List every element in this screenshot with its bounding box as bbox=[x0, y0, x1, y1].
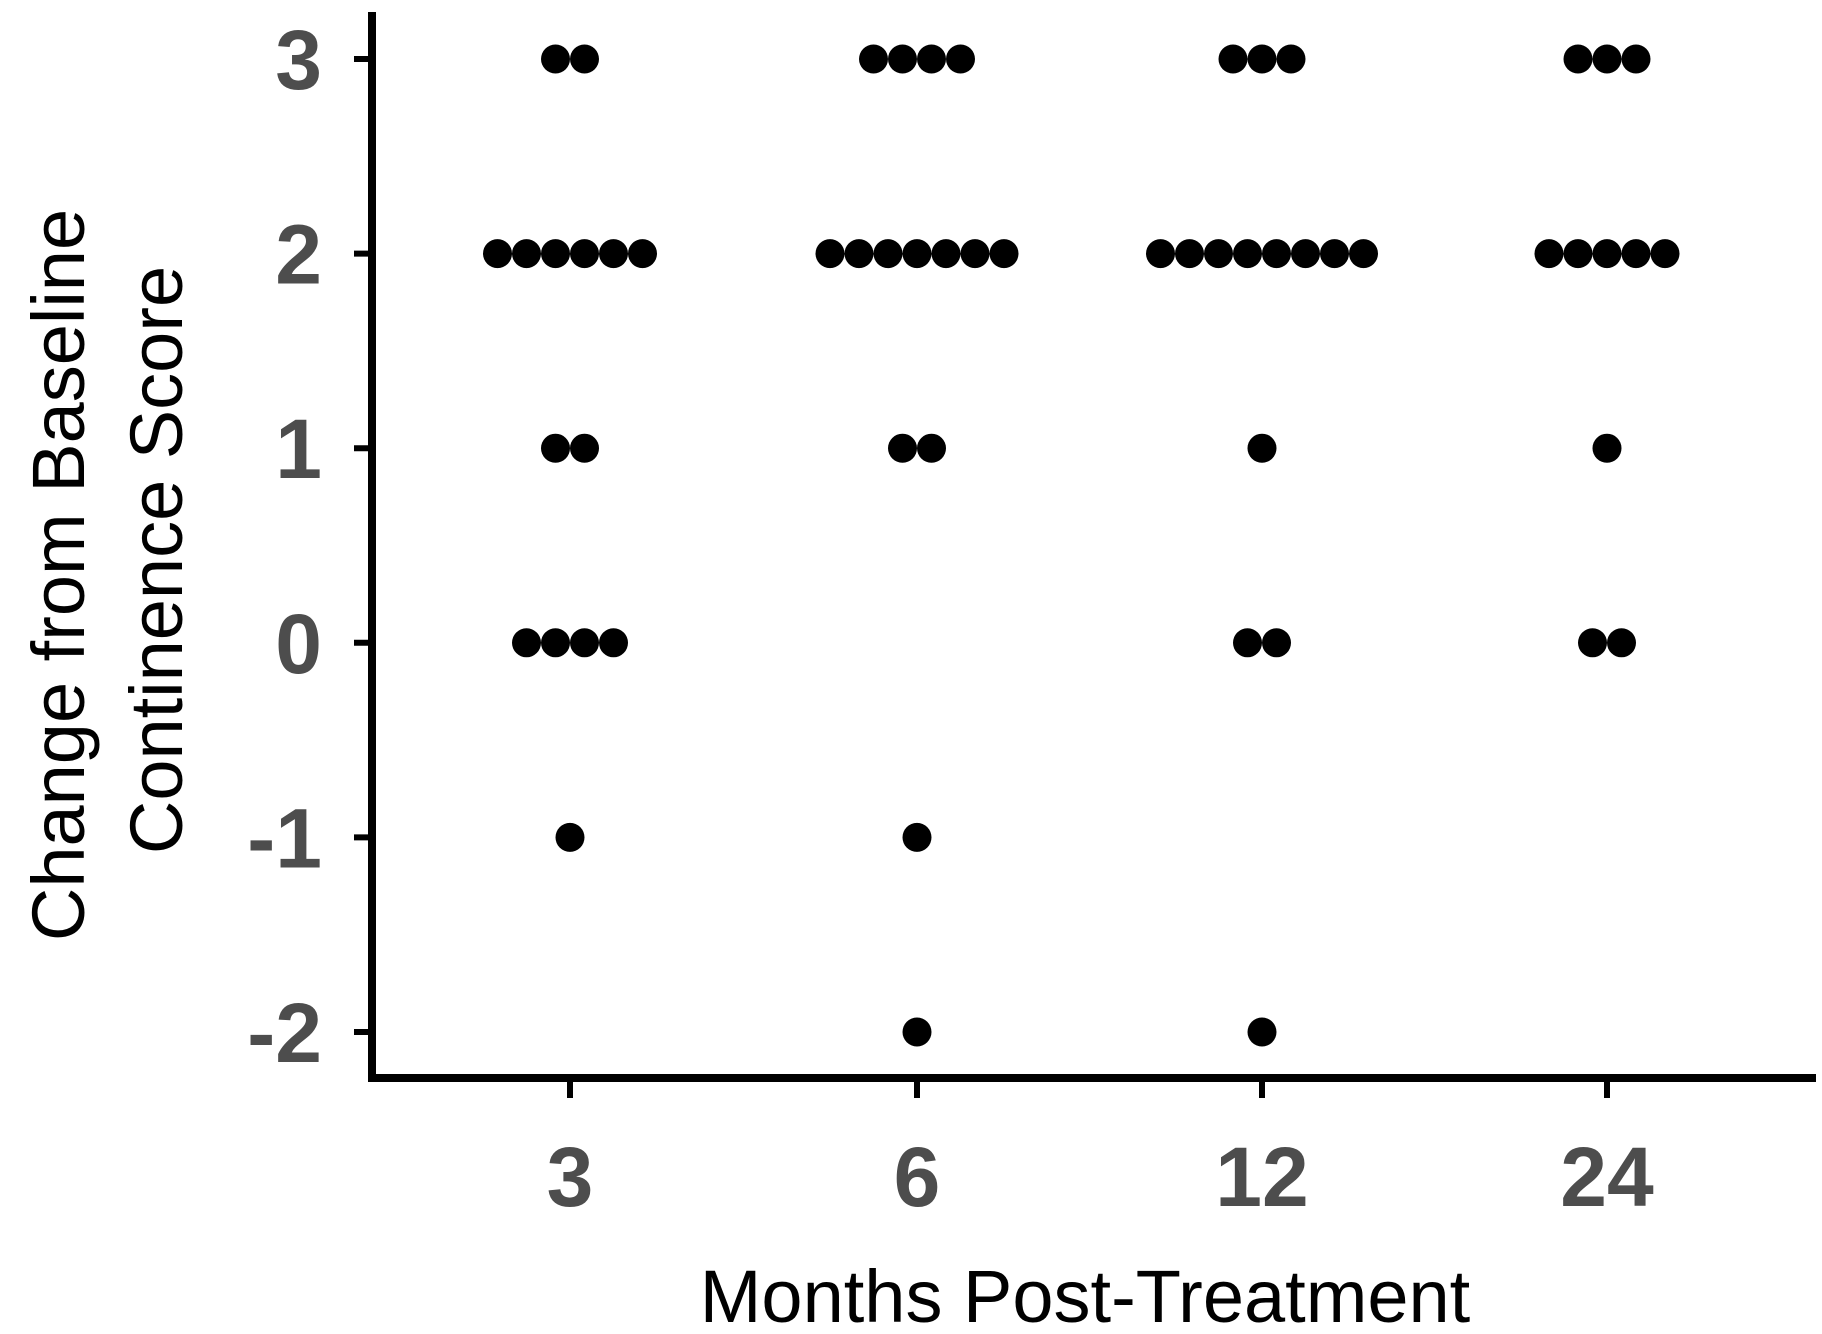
data-points bbox=[483, 44, 1680, 1047]
data-point bbox=[873, 239, 903, 269]
data-point bbox=[859, 44, 888, 74]
x-tick-label: 3 bbox=[547, 1130, 594, 1224]
data-point bbox=[1218, 44, 1248, 74]
data-point bbox=[1607, 628, 1636, 658]
data-point bbox=[1349, 239, 1378, 269]
y-axis-title: Change from Baseline Continence Score bbox=[17, 209, 198, 941]
y-tick-label: 3 bbox=[275, 13, 322, 107]
data-point bbox=[1276, 44, 1306, 74]
data-point bbox=[599, 239, 628, 269]
y-axis-title-line-2: Continence Score bbox=[115, 266, 198, 854]
data-point bbox=[931, 239, 961, 269]
data-point bbox=[1621, 239, 1651, 269]
data-point bbox=[512, 628, 541, 658]
y-axis-ticks: -2 -1 0 1 2 3 bbox=[247, 13, 372, 1080]
data-point bbox=[946, 44, 975, 74]
data-point bbox=[1592, 433, 1622, 463]
y-tick-label: 1 bbox=[275, 402, 322, 496]
data-point bbox=[1247, 1017, 1277, 1047]
data-point bbox=[599, 628, 628, 658]
data-point bbox=[1621, 44, 1651, 74]
data-point bbox=[628, 239, 657, 269]
data-point bbox=[1247, 433, 1277, 463]
data-point bbox=[917, 44, 946, 74]
data-point bbox=[541, 628, 570, 658]
data-point bbox=[570, 433, 599, 463]
data-point bbox=[1204, 239, 1233, 269]
data-point bbox=[1534, 239, 1564, 269]
data-point bbox=[1592, 44, 1622, 74]
data-point bbox=[1262, 239, 1291, 269]
data-point bbox=[1291, 239, 1320, 269]
data-point bbox=[1233, 239, 1262, 269]
y-tick-label: -2 bbox=[247, 986, 322, 1080]
y-tick-label: 2 bbox=[275, 208, 322, 302]
data-point bbox=[512, 239, 541, 269]
data-point bbox=[1175, 239, 1204, 269]
data-point bbox=[1320, 239, 1349, 269]
data-point bbox=[1233, 628, 1262, 658]
data-point bbox=[541, 239, 570, 269]
data-point bbox=[888, 44, 917, 74]
data-point bbox=[888, 433, 917, 463]
x-tick-label: 24 bbox=[1560, 1130, 1654, 1224]
data-point bbox=[541, 44, 570, 74]
x-tick-label: 6 bbox=[894, 1130, 941, 1224]
x-axis-ticks: 3 6 12 24 bbox=[547, 1078, 1654, 1224]
data-point bbox=[960, 239, 990, 269]
data-point bbox=[570, 628, 599, 658]
y-tick-label: -1 bbox=[247, 791, 322, 885]
data-point bbox=[902, 239, 932, 269]
data-point bbox=[1650, 239, 1680, 269]
data-point bbox=[1563, 44, 1593, 74]
x-axis-title: Months Post-Treatment bbox=[700, 1255, 1471, 1334]
data-point bbox=[1578, 628, 1607, 658]
data-point bbox=[844, 239, 874, 269]
data-point bbox=[902, 1017, 932, 1047]
data-point bbox=[815, 239, 845, 269]
data-point bbox=[1563, 239, 1593, 269]
data-point bbox=[917, 433, 946, 463]
data-point bbox=[555, 822, 585, 852]
data-point bbox=[1146, 239, 1175, 269]
x-tick-label: 12 bbox=[1215, 1130, 1308, 1224]
data-point bbox=[902, 822, 932, 852]
data-point bbox=[1592, 239, 1622, 269]
data-point bbox=[989, 239, 1019, 269]
y-tick-label: 0 bbox=[275, 597, 322, 691]
y-axis-title-line-1: Change from Baseline bbox=[17, 209, 100, 941]
data-point bbox=[541, 433, 570, 463]
data-point bbox=[570, 44, 599, 74]
data-point bbox=[483, 239, 512, 269]
data-point bbox=[1247, 44, 1277, 74]
data-point bbox=[1262, 628, 1291, 658]
data-point bbox=[570, 239, 599, 269]
